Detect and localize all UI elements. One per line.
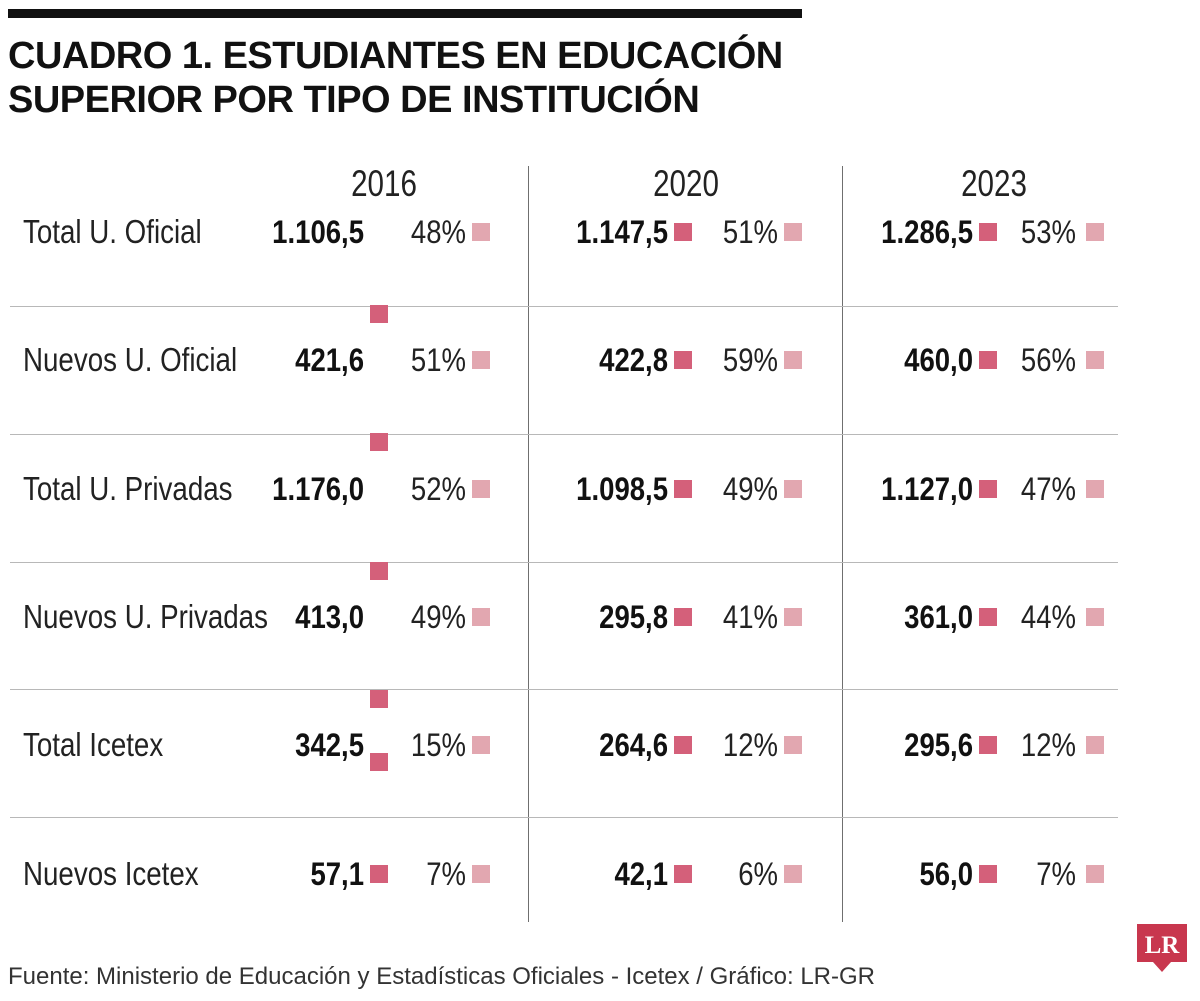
cell-percent: 12% xyxy=(722,727,778,763)
cell-value: 1.127,0 xyxy=(881,471,973,507)
percent-marker xyxy=(1086,480,1104,498)
percent-marker xyxy=(472,351,490,369)
value-marker xyxy=(370,562,388,580)
chart-title-line-1: CUADRO 1. ESTUDIANTES EN EDUCACIÓN xyxy=(8,35,783,77)
percent-marker xyxy=(1086,865,1104,883)
row-label: Nuevos Icetex xyxy=(23,855,199,892)
value-marker xyxy=(674,608,692,626)
cell-percent: 7% xyxy=(1036,856,1076,892)
value-marker xyxy=(979,736,997,754)
cell-value: 57,1 xyxy=(310,856,364,892)
cell-value: 1.286,5 xyxy=(881,214,973,250)
row-label: Nuevos U. Privadas xyxy=(23,598,268,635)
row-divider xyxy=(10,689,1118,690)
percent-marker xyxy=(1086,608,1104,626)
cell-percent: 53% xyxy=(1020,214,1076,250)
percent-marker xyxy=(472,480,490,498)
percent-marker xyxy=(472,736,490,754)
value-marker xyxy=(370,753,388,771)
row-divider xyxy=(10,817,1118,818)
cell-percent: 6% xyxy=(738,856,778,892)
cell-value: 342,5 xyxy=(295,727,364,763)
top-rule xyxy=(8,9,802,18)
cell-value: 1.098,5 xyxy=(576,471,668,507)
value-marker xyxy=(370,690,388,708)
chart-title-line-2: SUPERIOR POR TIPO DE INSTITUCIÓN xyxy=(8,79,700,121)
cell-value: 1.147,5 xyxy=(576,214,668,250)
percent-marker xyxy=(784,223,802,241)
lr-logo-shape xyxy=(1137,924,1187,972)
value-marker xyxy=(370,433,388,451)
value-marker xyxy=(979,865,997,883)
year-header-2016: 2016 xyxy=(351,163,417,204)
value-marker xyxy=(979,608,997,626)
value-marker xyxy=(979,223,997,241)
cell-percent: 47% xyxy=(1020,471,1076,507)
value-marker xyxy=(674,223,692,241)
cell-percent: 49% xyxy=(722,471,778,507)
cell-percent: 48% xyxy=(410,214,466,250)
column-divider-2 xyxy=(842,166,843,922)
chart-title: CUADRO 1. ESTUDIANTES EN EDUCACIÓN SUPER… xyxy=(8,34,908,122)
lr-logo-icon: LR xyxy=(1137,924,1187,974)
cell-value: 460,0 xyxy=(904,342,973,378)
cell-value: 361,0 xyxy=(904,599,973,635)
row-label: Nuevos U. Oficial xyxy=(23,341,238,378)
cell-percent: 51% xyxy=(410,342,466,378)
percent-marker xyxy=(1086,736,1104,754)
percent-marker xyxy=(784,480,802,498)
lr-logo-text: LR xyxy=(1144,932,1180,959)
percent-marker xyxy=(472,223,490,241)
value-marker xyxy=(674,865,692,883)
cell-value: 264,6 xyxy=(599,727,668,763)
cell-percent: 44% xyxy=(1020,599,1076,635)
percent-marker xyxy=(784,865,802,883)
value-marker xyxy=(979,480,997,498)
value-marker xyxy=(370,305,388,323)
cell-percent: 59% xyxy=(722,342,778,378)
row-label: Total Icetex xyxy=(23,726,164,763)
row-divider xyxy=(10,434,1118,435)
cell-value: 1.176,0 xyxy=(272,471,364,507)
percent-marker xyxy=(784,736,802,754)
value-marker xyxy=(674,351,692,369)
cell-percent: 52% xyxy=(410,471,466,507)
row-label: Total U. Oficial xyxy=(23,213,202,250)
percent-marker xyxy=(472,608,490,626)
row-label: Total U. Privadas xyxy=(23,470,233,507)
cell-percent: 56% xyxy=(1020,342,1076,378)
cell-value: 56,0 xyxy=(919,856,973,892)
value-marker xyxy=(674,736,692,754)
cell-value: 42,1 xyxy=(614,856,668,892)
cell-value: 421,6 xyxy=(295,342,364,378)
percent-marker xyxy=(1086,223,1104,241)
value-marker xyxy=(370,865,388,883)
percent-marker xyxy=(472,865,490,883)
cell-percent: 49% xyxy=(410,599,466,635)
row-divider xyxy=(10,306,1118,307)
cell-percent: 51% xyxy=(722,214,778,250)
percent-marker xyxy=(784,608,802,626)
value-marker xyxy=(674,480,692,498)
cell-value: 295,6 xyxy=(904,727,973,763)
percent-marker xyxy=(784,351,802,369)
value-marker xyxy=(979,351,997,369)
cell-percent: 7% xyxy=(426,856,466,892)
cell-value: 422,8 xyxy=(599,342,668,378)
cell-value: 413,0 xyxy=(295,599,364,635)
year-header-2023: 2023 xyxy=(961,163,1027,204)
source-note: Fuente: Ministerio de Educación y Estadí… xyxy=(8,963,875,990)
cell-value: 295,8 xyxy=(599,599,668,635)
percent-marker xyxy=(1086,351,1104,369)
cell-percent: 12% xyxy=(1020,727,1076,763)
cell-percent: 15% xyxy=(410,727,466,763)
cell-percent: 41% xyxy=(722,599,778,635)
year-header-2020: 2020 xyxy=(653,163,719,204)
column-divider-1 xyxy=(528,166,529,922)
cell-value: 1.106,5 xyxy=(272,214,364,250)
row-divider xyxy=(10,562,1118,563)
